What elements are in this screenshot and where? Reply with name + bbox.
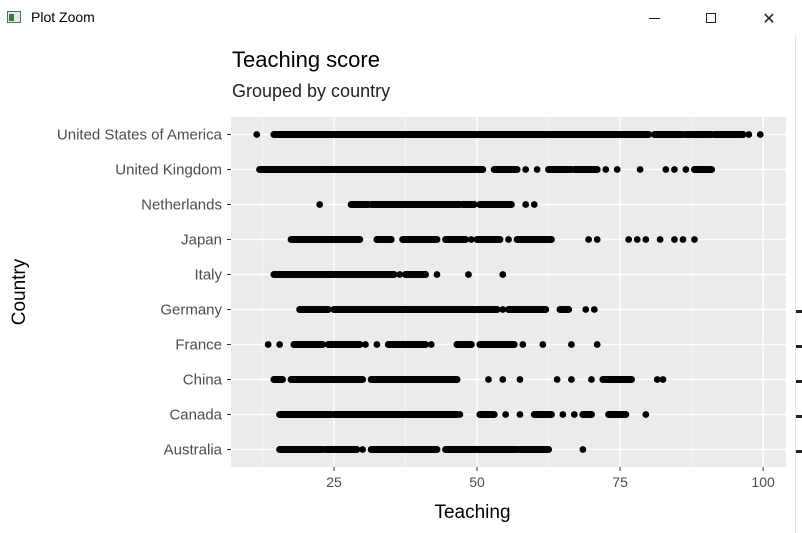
panel-background [231, 117, 786, 467]
data-point [465, 271, 472, 278]
data-point [602, 166, 610, 173]
data-point [679, 236, 687, 243]
data-point [682, 166, 690, 173]
data-point [522, 201, 530, 208]
data-point [636, 166, 644, 173]
data-point [691, 236, 698, 243]
background-edge-mark [796, 345, 802, 348]
close-button[interactable]: ✕ [740, 0, 798, 36]
y-tick-label: Netherlands [141, 197, 222, 214]
window-title: Plot Zoom [31, 9, 95, 25]
y-tick-label: Australia [164, 442, 223, 459]
data-point [525, 446, 532, 453]
data-point [662, 166, 670, 173]
x-tick-label: 75 [612, 474, 628, 490]
data-point [756, 131, 764, 138]
data-point [522, 166, 530, 173]
data-point [519, 341, 527, 348]
data-point [516, 411, 524, 418]
data-point [467, 236, 475, 243]
maximize-button[interactable] [682, 0, 740, 36]
background-edge-mark [796, 450, 802, 453]
data-point [362, 341, 369, 348]
data-point [505, 236, 512, 243]
x-tick-label: 50 [469, 474, 485, 490]
data-point [530, 201, 538, 208]
y-tick-label: United States of America [57, 127, 223, 144]
data-point [633, 236, 641, 243]
data-point [516, 376, 524, 383]
y-tick-label: Japan [181, 232, 222, 249]
data-point [359, 446, 366, 453]
close-icon: ✕ [762, 8, 776, 28]
data-point [568, 376, 575, 383]
data-point [553, 376, 561, 383]
y-tick-label: Italy [194, 267, 222, 284]
data-point [485, 376, 492, 383]
data-point [533, 166, 541, 173]
data-point [613, 166, 621, 173]
data-point [253, 131, 261, 138]
data-point [579, 446, 587, 453]
background-edge-mark [796, 380, 802, 383]
data-point [593, 236, 601, 243]
data-point [499, 306, 507, 313]
data-point [502, 411, 510, 418]
x-tick-label: 100 [751, 474, 775, 490]
data-point [671, 236, 678, 243]
plot-area: Teaching score Grouped by country [0, 36, 802, 533]
data-point [373, 341, 381, 348]
data-point [671, 166, 678, 173]
data-point [447, 446, 455, 453]
data-point [745, 131, 753, 138]
maximize-icon [706, 13, 716, 23]
data-point [433, 271, 441, 278]
y-tick-label: Canada [169, 407, 222, 424]
x-tick-label: 25 [326, 474, 342, 490]
background-window-edge [795, 36, 802, 533]
data-point [499, 271, 507, 278]
chart-subtitle: Grouped by country [232, 81, 391, 101]
data-point [582, 306, 590, 313]
data-point [568, 341, 575, 348]
data-point [427, 341, 435, 348]
data-point [539, 341, 547, 348]
data-point [559, 411, 567, 418]
data-point [653, 376, 661, 383]
chart-title: Teaching score [232, 47, 380, 72]
y-axis-label: Country [9, 258, 30, 325]
background-edge-mark [796, 310, 802, 313]
data-point [276, 341, 284, 348]
minimize-icon [648, 17, 660, 19]
y-tick-label: France [175, 337, 222, 354]
data-point [656, 236, 664, 243]
data-point [316, 201, 324, 208]
x-axis-label: Teaching [434, 502, 510, 523]
y-tick-label: China [183, 372, 223, 389]
window-titlebar: Plot Zoom ✕ [0, 0, 802, 36]
minimize-button[interactable] [625, 0, 683, 36]
data-point [642, 236, 650, 243]
y-tick-label: Germany [160, 302, 222, 319]
data-point [456, 411, 464, 418]
data-point [499, 376, 507, 383]
data-point [570, 411, 578, 418]
data-point [593, 341, 601, 348]
data-point [625, 236, 633, 243]
plot-window-icon [7, 11, 21, 23]
data-point [659, 376, 667, 383]
scatter-chart: 25 50 75 100 Australia Canada China France Germa… [9, 117, 786, 523]
background-edge-mark [796, 415, 802, 418]
data-point [396, 271, 404, 278]
y-tick-label: United Kingdom [115, 162, 222, 179]
data-point [588, 376, 595, 383]
data-point [642, 411, 650, 418]
data-point [590, 306, 598, 313]
data-point [585, 236, 593, 243]
data-point [264, 341, 272, 348]
